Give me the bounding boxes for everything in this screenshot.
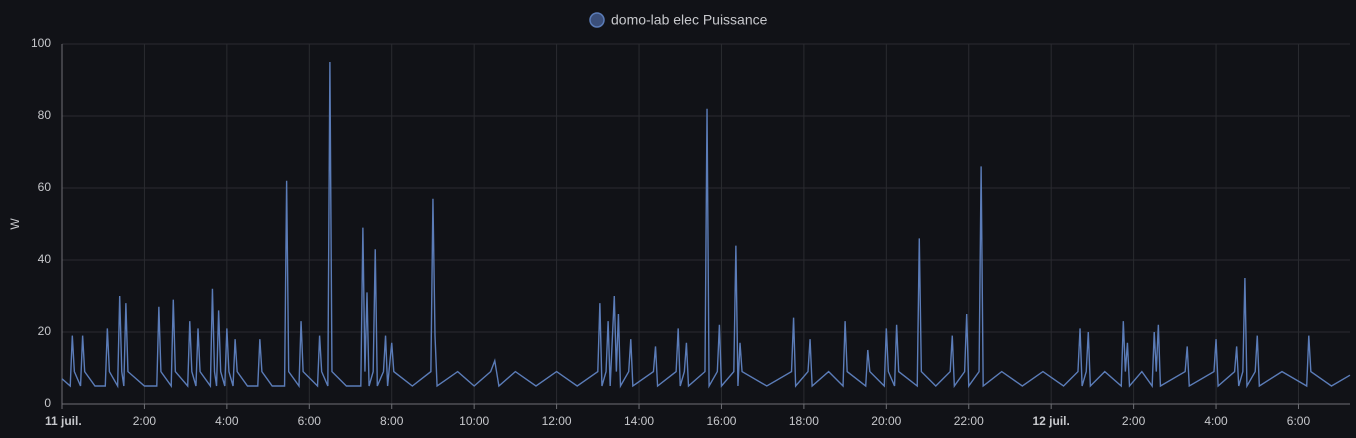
x-tick-label: 2:00 <box>133 414 157 428</box>
data-line <box>61 61 1351 389</box>
x-tick-label: 10:00 <box>459 414 489 428</box>
y-tick-label: 20 <box>38 324 52 338</box>
y-tick-label: 60 <box>38 180 52 194</box>
x-tick-label: 6:00 <box>298 414 322 428</box>
x-tick-label: 4:00 <box>215 414 239 428</box>
x-tick-label: 4:00 <box>1204 414 1228 428</box>
y-tick-label: 0 <box>44 396 51 410</box>
y-axis-label: W <box>8 218 22 230</box>
legend-label[interactable]: domo-lab elec Puissance <box>611 12 768 28</box>
legend-swatch[interactable] <box>589 12 605 28</box>
x-tick-label: 12 juil. <box>1033 414 1070 428</box>
x-tick-label: 18:00 <box>789 414 819 428</box>
x-tick-label: 6:00 <box>1287 414 1311 428</box>
x-tick-label: 22:00 <box>954 414 984 428</box>
x-tick-label: 2:00 <box>1122 414 1146 428</box>
x-tick-label: 8:00 <box>380 414 404 428</box>
y-tick-label: 40 <box>38 252 52 266</box>
x-tick-label: 12:00 <box>542 414 572 428</box>
x-tick-label: 16:00 <box>706 414 736 428</box>
y-tick-label: 80 <box>38 108 52 122</box>
x-tick-label: 20:00 <box>871 414 901 428</box>
y-tick-label: 100 <box>31 36 51 50</box>
x-tick-label: 11 juil. <box>45 414 82 428</box>
x-tick-label: 14:00 <box>624 414 654 428</box>
